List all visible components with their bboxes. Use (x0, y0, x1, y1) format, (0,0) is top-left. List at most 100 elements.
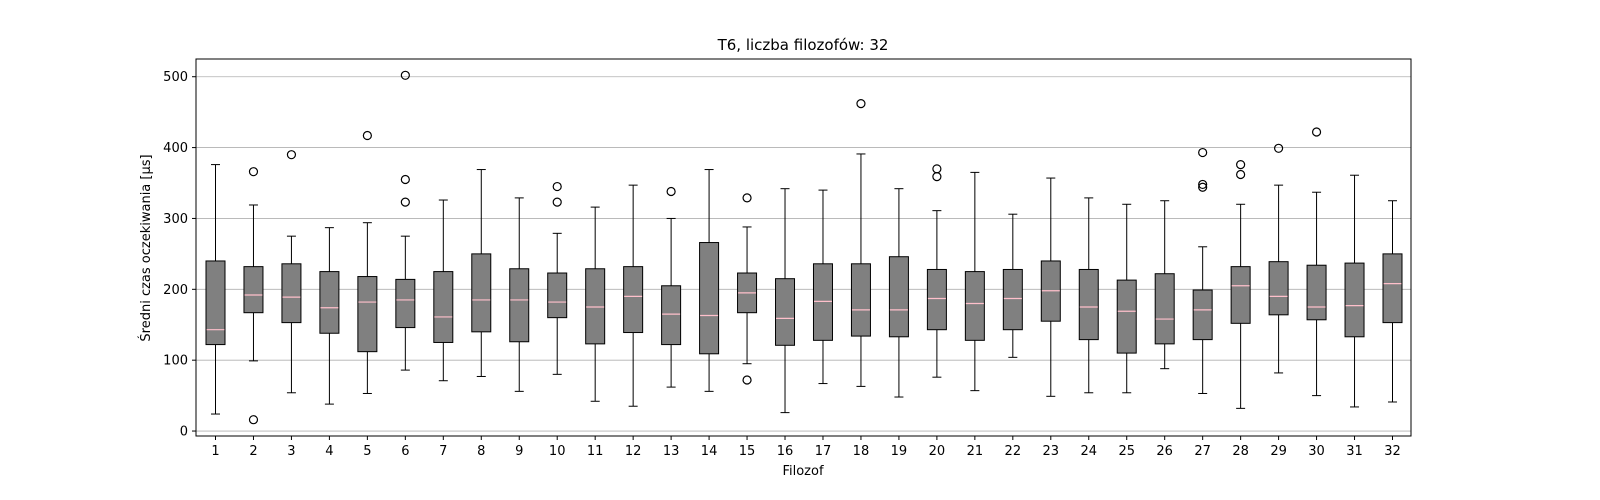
x-tick-label: 32 (1384, 444, 1401, 459)
box-philosopher-31 (1344, 174, 1365, 408)
box-philosopher-1 (205, 164, 226, 415)
x-tick-label: 31 (1346, 444, 1363, 459)
x-tick-label: 13 (663, 444, 680, 459)
iqr-box (850, 263, 871, 337)
x-tick-label: 10 (549, 444, 566, 459)
x-tick-label: 25 (1118, 444, 1135, 459)
outlier-point (1273, 143, 1284, 153)
x-tick-label: 23 (1043, 444, 1060, 459)
outlier-point (742, 375, 752, 385)
x-tick-label: 14 (701, 444, 718, 459)
x-tick-label: 28 (1232, 444, 1249, 459)
box-philosopher-23 (1040, 177, 1061, 397)
x-tick-label: 24 (1080, 444, 1097, 459)
grid (196, 76, 1411, 432)
x-tick-label: 30 (1308, 444, 1325, 459)
x-axis: 1 2 3 4 5 6 7 8 9 10 11 12 13 14 15 16 17 18 19 20 21 22 23 24 2… (211, 436, 1401, 459)
box-philosopher-18 (850, 99, 871, 387)
x-tick-label: 20 (929, 444, 946, 459)
outlier-point (362, 130, 372, 141)
outlier-point (1198, 179, 1208, 190)
box-philosopher-21 (964, 171, 985, 392)
iqr-box (1344, 262, 1365, 338)
box-philosopher-5 (357, 130, 378, 394)
box-philosopher-11 (585, 206, 606, 402)
box-philosopher-24 (1078, 197, 1099, 394)
box-philosopher-6 (395, 70, 416, 371)
iqr-box (1078, 268, 1099, 341)
x-tick-label: 1 (211, 444, 219, 459)
iqr-box (585, 268, 606, 345)
box-philosopher-2 (243, 167, 264, 425)
iqr-box (1306, 264, 1327, 321)
outlier-point (932, 172, 942, 182)
x-tick-label: 15 (739, 444, 756, 459)
iqr-box (1116, 279, 1137, 354)
outlier-point (248, 167, 259, 177)
outlier-point (400, 197, 410, 207)
box-philosopher-3 (281, 150, 302, 394)
iqr-box (243, 266, 264, 314)
box-philosopher-10 (547, 181, 568, 375)
iqr-box (357, 276, 378, 353)
y-tick-label: 500 (163, 70, 188, 85)
iqr-box (319, 271, 340, 334)
boxes (205, 70, 1403, 425)
iqr-box (623, 266, 644, 334)
box-philosopher-20 (926, 164, 947, 378)
outlier-point (400, 174, 410, 185)
outlier-point (400, 70, 410, 80)
box-philosopher-25 (1116, 203, 1137, 394)
y-axis-label: Średni czas oczekiwania [µs] (138, 154, 154, 341)
outlier-point (1236, 159, 1246, 170)
box-philosopher-4 (319, 227, 340, 405)
outlier-point (1198, 182, 1208, 192)
x-tick-label: 11 (587, 444, 604, 459)
box-philosopher-9 (509, 197, 530, 392)
iqr-box (1230, 266, 1251, 324)
box-philosopher-28 (1230, 159, 1251, 409)
x-tick-label: 2 (249, 444, 257, 459)
iqr-box (1154, 273, 1175, 345)
box-philosopher-13 (661, 186, 682, 388)
x-tick-label: 8 (477, 444, 485, 459)
iqr-box (395, 278, 416, 329)
iqr-box (964, 271, 985, 341)
x-tick-label: 21 (967, 444, 984, 459)
outlier-point (1311, 127, 1322, 137)
box-philosopher-26 (1154, 200, 1175, 370)
box-philosopher-16 (775, 188, 796, 414)
x-tick-label: 27 (1194, 444, 1211, 459)
box-philosopher-30 (1306, 127, 1327, 397)
iqr-box (547, 272, 568, 319)
iqr-box (471, 253, 492, 333)
box-philosopher-15 (737, 193, 758, 385)
iqr-box (812, 263, 833, 341)
iqr-box (926, 268, 947, 331)
outlier-point (552, 181, 562, 192)
iqr-box (1002, 268, 1023, 331)
box-philosopher-8 (471, 169, 492, 377)
box-philosopher-27 (1192, 147, 1213, 394)
iqr-box (509, 268, 530, 343)
outlier-point (248, 415, 259, 425)
x-tick-label: 19 (891, 444, 908, 459)
chart-title: T6, liczba filozofów: 32 (717, 36, 889, 54)
x-axis-label: Filozof (782, 464, 823, 479)
box-philosopher-17 (812, 189, 833, 385)
iqr-box (775, 278, 796, 346)
x-tick-label: 17 (815, 444, 832, 459)
iqr-box (661, 285, 682, 346)
iqr-box (205, 260, 226, 346)
y-tick-label: 400 (163, 141, 188, 156)
box-philosopher-29 (1268, 143, 1289, 374)
x-tick-label: 29 (1270, 444, 1287, 459)
iqr-box (1382, 253, 1403, 324)
outlier-point (932, 164, 942, 174)
box-philosopher-12 (623, 184, 644, 407)
x-tick-label: 3 (287, 444, 295, 459)
iqr-box (699, 242, 720, 355)
y-tick-label: 200 (163, 283, 188, 298)
iqr-box (1192, 289, 1213, 341)
